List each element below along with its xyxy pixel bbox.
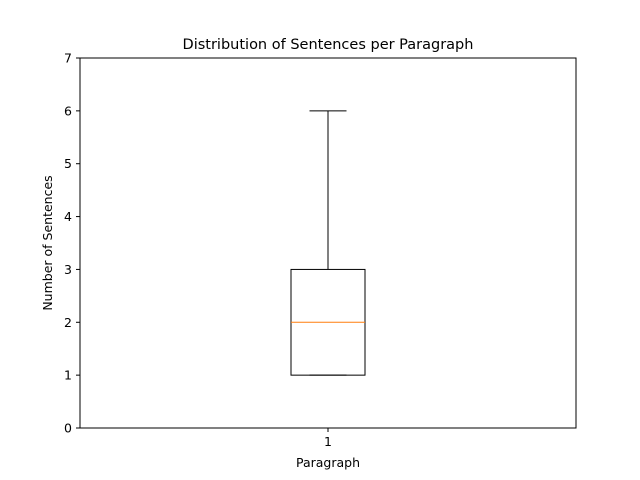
y-tick-label: 2: [64, 315, 72, 330]
y-tick-label: 7: [64, 51, 72, 66]
x-axis-ticks: 1: [324, 428, 332, 449]
y-tick-label: 0: [64, 421, 72, 436]
y-tick-label: 6: [64, 103, 72, 118]
x-axis-label: Paragraph: [296, 455, 360, 470]
y-tick-label: 5: [64, 156, 72, 171]
y-tick-label: 3: [64, 262, 72, 277]
x-tick-label: 1: [324, 434, 332, 449]
y-tick-label: 4: [64, 209, 72, 224]
box-plot-elements: [290, 110, 366, 376]
y-tick-label: 1: [64, 368, 72, 383]
plot-frame: [79, 57, 577, 429]
y-axis-ticks: 0 1 2 3 4 5 6 7: [64, 51, 80, 436]
y-axis-label: Number of Sentences: [40, 175, 55, 310]
chart-title: Distribution of Sentences per Paragraph: [183, 37, 474, 53]
